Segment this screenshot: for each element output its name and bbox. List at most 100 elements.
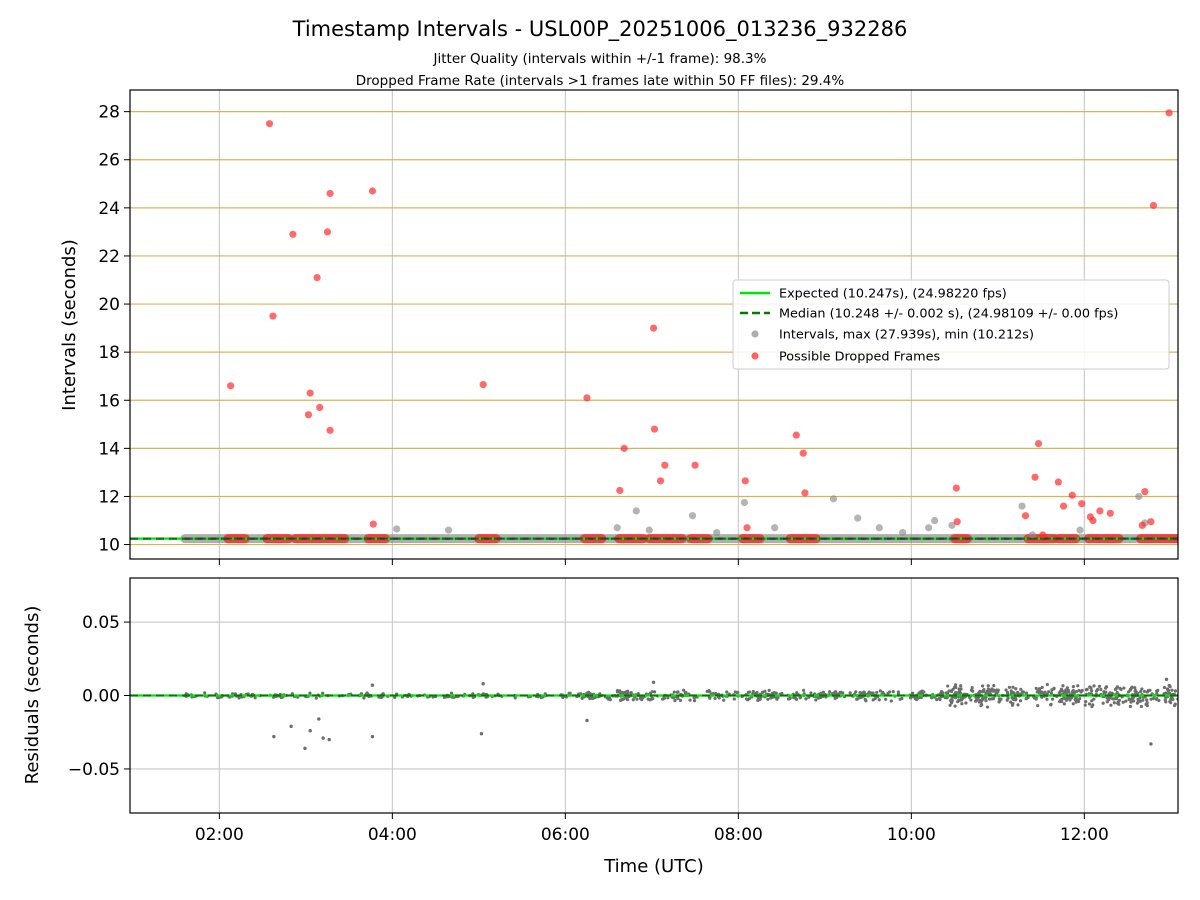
top-y-tick-label: 10	[98, 536, 120, 556]
residual-point	[1065, 696, 1069, 700]
residual-point	[1015, 691, 1020, 695]
residual-point	[1014, 687, 1018, 691]
residual-point	[618, 689, 622, 693]
residual-point	[1108, 695, 1112, 700]
dropped-frame-point	[952, 484, 960, 492]
residual-point	[802, 688, 806, 692]
residual-point	[1062, 689, 1066, 693]
residual-point	[984, 699, 988, 703]
residual-point	[1171, 697, 1175, 702]
residual-point	[678, 698, 683, 703]
residual-point	[818, 695, 822, 700]
residual-outlier-point	[289, 724, 293, 729]
residual-point	[1077, 688, 1081, 693]
interval-point	[875, 524, 883, 532]
residual-point	[1164, 700, 1168, 704]
top-y-tick-label: 22	[98, 247, 120, 267]
residual-point	[957, 698, 961, 702]
residual-point	[1024, 691, 1029, 695]
interval-point	[771, 524, 779, 532]
residual-point	[1101, 701, 1105, 705]
residual-point	[804, 697, 808, 701]
residual-point	[913, 696, 917, 701]
residual-point	[891, 690, 895, 694]
residual-point	[608, 698, 612, 702]
residual-point	[1127, 690, 1131, 694]
residual-point	[1151, 696, 1155, 701]
interval-point	[829, 495, 838, 503]
residual-point	[1078, 696, 1082, 701]
residual-point	[653, 690, 657, 694]
residual-point	[978, 689, 982, 693]
interval-point	[444, 526, 453, 534]
residual-point	[1084, 688, 1089, 692]
residual-point	[937, 696, 941, 701]
residual-outlier-point	[481, 682, 485, 686]
top-y-tick-label: 26	[98, 151, 120, 171]
residual-point	[1036, 704, 1040, 708]
residual-point	[1109, 703, 1113, 707]
residual-point	[981, 684, 985, 688]
residual-point	[888, 690, 892, 694]
dropped-frame-point	[1147, 518, 1155, 526]
interval-point	[1135, 492, 1143, 501]
residual-point	[1014, 697, 1018, 701]
residual-point	[615, 689, 619, 693]
residual-point	[1132, 699, 1136, 703]
residual-outlier-point	[370, 683, 375, 687]
top-y-tick-label: 20	[98, 295, 120, 315]
residual-point	[858, 696, 862, 700]
dropped-frame-point	[741, 477, 749, 485]
residual-point	[1128, 704, 1132, 709]
dropped-frame-point	[1165, 109, 1173, 117]
residual-point	[1007, 685, 1011, 689]
residual-point	[767, 688, 771, 692]
residual-point	[1064, 691, 1068, 695]
residual-point	[788, 696, 792, 700]
residual-point	[1121, 700, 1125, 704]
dropped-frame-point	[1078, 500, 1086, 508]
x-tick-label: 02:00	[195, 825, 244, 845]
residual-point	[878, 689, 882, 693]
legend: Expected (10.247s), (24.98220 fps) Median…	[732, 279, 1170, 370]
residual-point	[1133, 686, 1137, 690]
x-axis-label: Time (UTC)	[603, 856, 704, 877]
residual-outlier-point	[303, 746, 307, 751]
residual-point	[947, 689, 951, 693]
residual-point	[746, 698, 750, 702]
residual-point	[314, 696, 318, 700]
dropped-frame-point	[620, 444, 628, 452]
interval-point	[948, 521, 956, 529]
residual-point	[1040, 690, 1044, 694]
residual-point	[1145, 698, 1149, 702]
dropped-frame-point	[323, 228, 332, 236]
dropped-frame-point	[1068, 491, 1076, 499]
residual-point	[676, 690, 680, 694]
residual-point	[1122, 686, 1126, 690]
residual-point	[1128, 688, 1133, 692]
residual-point	[930, 696, 934, 700]
x-tick-label: 04:00	[368, 825, 417, 845]
residual-point	[1052, 686, 1056, 690]
residual-point	[985, 689, 989, 693]
legend-intervals-swatch	[751, 330, 759, 338]
interval-point	[688, 512, 697, 520]
residual-point	[917, 695, 922, 700]
residual-point	[1047, 690, 1051, 694]
residual-point	[646, 697, 650, 701]
residual-point	[1139, 704, 1143, 709]
residual-point	[1045, 697, 1049, 701]
residual-point	[869, 691, 873, 695]
residual-point	[1162, 685, 1167, 690]
top-y-axis-label: Intervals (seconds)	[59, 239, 80, 411]
residual-point	[1004, 688, 1008, 692]
residual-point	[814, 698, 818, 702]
residual-point	[1019, 687, 1023, 691]
residual-point	[1133, 688, 1138, 693]
legend-dropped-swatch	[751, 352, 759, 360]
residual-point	[946, 684, 950, 688]
dropped-frame-point	[369, 520, 377, 528]
residual-point	[766, 697, 770, 701]
residual-point	[959, 684, 963, 688]
residual-point	[1010, 703, 1014, 707]
